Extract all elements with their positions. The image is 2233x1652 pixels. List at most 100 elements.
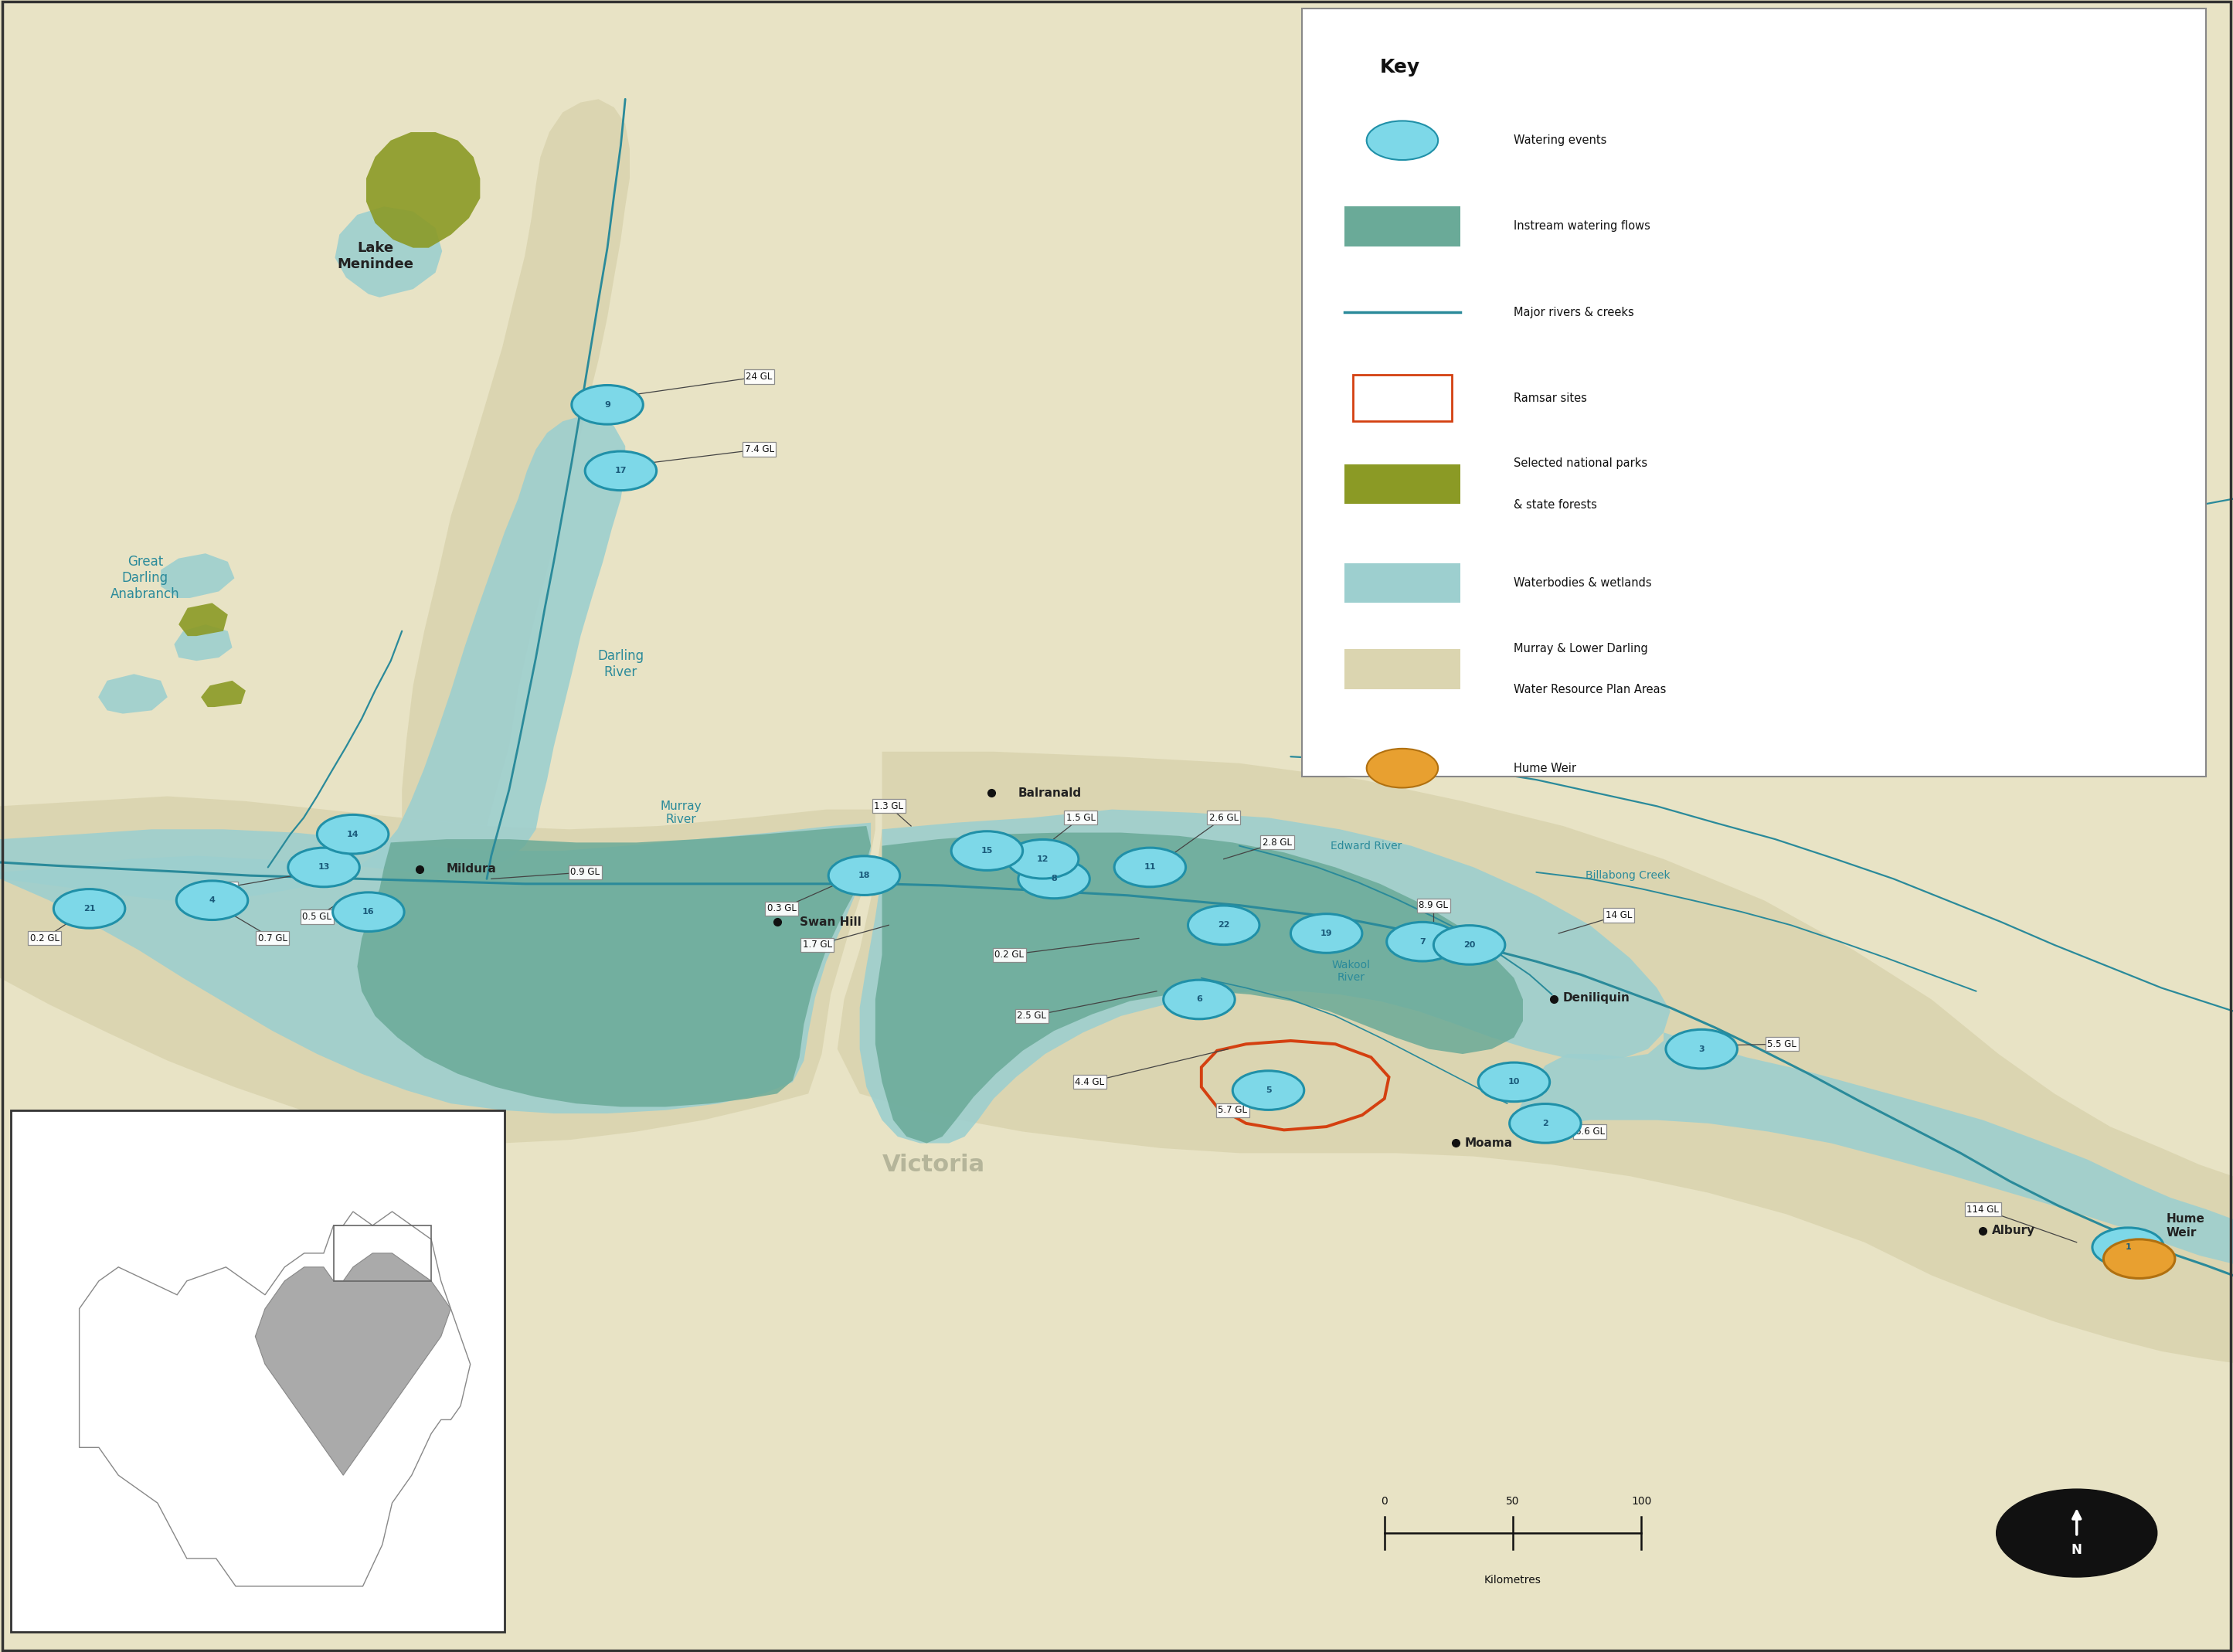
Ellipse shape [585, 451, 657, 491]
Polygon shape [1514, 1032, 2233, 1264]
Text: 0.08 GL: 0.08 GL [201, 884, 237, 894]
Ellipse shape [1666, 1029, 1737, 1069]
Text: 1.3 GL: 1.3 GL [873, 801, 904, 811]
Text: 10: 10 [1507, 1079, 1521, 1085]
Ellipse shape [1996, 1488, 2157, 1578]
Text: 0.7 GL: 0.7 GL [257, 933, 288, 943]
Ellipse shape [317, 814, 389, 854]
Text: 6: 6 [1197, 996, 1201, 1003]
Text: Moama: Moama [1465, 1137, 1512, 1150]
Polygon shape [201, 681, 246, 707]
Text: Lachlan
River: Lachlan River [1400, 629, 1449, 659]
Ellipse shape [1188, 905, 1259, 945]
Polygon shape [402, 99, 630, 826]
Text: 22: 22 [1217, 922, 1230, 928]
Text: 17: 17 [614, 468, 627, 474]
Text: 0.5 GL: 0.5 GL [301, 912, 333, 922]
Text: 14: 14 [346, 831, 360, 838]
Polygon shape [161, 553, 234, 598]
Text: Deniliquin: Deniliquin [1563, 991, 1630, 1004]
Text: 21: 21 [83, 905, 96, 912]
Polygon shape [98, 674, 167, 714]
Ellipse shape [1387, 922, 1458, 961]
Text: 100: 100 [1630, 1495, 1652, 1507]
Ellipse shape [54, 889, 125, 928]
Ellipse shape [1114, 847, 1186, 887]
Text: 2: 2 [1543, 1120, 1547, 1127]
Text: 18: 18 [857, 872, 871, 879]
Ellipse shape [1233, 1070, 1304, 1110]
Ellipse shape [288, 847, 360, 887]
Text: 0.2 GL: 0.2 GL [994, 950, 1025, 960]
Text: 7.4 GL: 7.4 GL [744, 444, 775, 454]
Text: Selected national parks: Selected national parks [1514, 458, 1648, 469]
Ellipse shape [1434, 925, 1505, 965]
Ellipse shape [1478, 1062, 1550, 1102]
Text: 16: 16 [362, 909, 375, 915]
Ellipse shape [1291, 914, 1362, 953]
Text: Water Resource Plan Areas: Water Resource Plan Areas [1514, 684, 1666, 695]
Text: 5.5 GL: 5.5 GL [1766, 1039, 1798, 1049]
Text: 11: 11 [1143, 864, 1157, 871]
Ellipse shape [572, 385, 643, 425]
Ellipse shape [176, 881, 248, 920]
Text: 19: 19 [1320, 930, 1333, 937]
Text: Murray
River: Murray River [661, 800, 701, 826]
Ellipse shape [1007, 839, 1079, 879]
Text: Great
Darling
Anabranch: Great Darling Anabranch [109, 555, 181, 601]
Text: Victoria: Victoria [882, 1153, 985, 1176]
Text: Murray & Lower Darling: Murray & Lower Darling [1514, 643, 1648, 654]
Polygon shape [174, 624, 232, 661]
Polygon shape [179, 603, 228, 636]
Ellipse shape [2103, 1239, 2175, 1279]
Text: Waterbodies & wetlands: Waterbodies & wetlands [1514, 577, 1652, 590]
Text: 7: 7 [1420, 938, 1425, 945]
Text: 6.6 GL: 6.6 GL [1574, 1127, 1606, 1137]
Text: Ramsar sites: Ramsar sites [1514, 392, 1588, 405]
Text: Darling
River: Darling River [598, 649, 643, 679]
Ellipse shape [828, 856, 900, 895]
Polygon shape [255, 1254, 451, 1475]
Text: 15: 15 [980, 847, 994, 854]
FancyBboxPatch shape [11, 1110, 505, 1632]
Text: Key: Key [1380, 58, 1420, 76]
Text: 2.8 GL: 2.8 GL [1262, 838, 1293, 847]
Ellipse shape [2092, 1227, 2164, 1267]
Ellipse shape [1367, 121, 1438, 160]
Text: 4.4 GL: 4.4 GL [1074, 1077, 1105, 1087]
Text: Billabong Creek: Billabong Creek [1585, 871, 1670, 881]
Text: 1: 1 [2126, 1244, 2130, 1251]
Ellipse shape [1163, 980, 1235, 1019]
Text: Hume Weir: Hume Weir [1514, 762, 1576, 775]
Text: 9: 9 [605, 401, 610, 408]
Text: 4: 4 [210, 897, 214, 904]
Polygon shape [357, 826, 871, 1107]
Text: Kilometres: Kilometres [1485, 1574, 1541, 1586]
Text: Lake
Menindee: Lake Menindee [337, 241, 413, 271]
Text: 20: 20 [1463, 942, 1476, 948]
Text: Swan Hill: Swan Hill [799, 915, 862, 928]
Text: 14 GL: 14 GL [1606, 910, 1632, 920]
Bar [1353, 375, 1451, 421]
Polygon shape [837, 752, 2233, 1363]
Polygon shape [0, 796, 875, 1143]
Text: 13: 13 [317, 864, 330, 871]
Text: Wakool
River: Wakool River [1331, 960, 1371, 983]
Ellipse shape [1510, 1104, 1581, 1143]
Ellipse shape [1367, 748, 1438, 788]
Bar [1344, 649, 1460, 689]
Text: 24 GL: 24 GL [746, 372, 773, 382]
Polygon shape [0, 416, 625, 900]
Text: Major rivers & creeks: Major rivers & creeks [1514, 306, 1635, 319]
Text: 2.6 GL: 2.6 GL [1208, 813, 1239, 823]
Text: 114 GL: 114 GL [1967, 1204, 1999, 1214]
Text: 0: 0 [1380, 1495, 1389, 1507]
Polygon shape [366, 132, 480, 248]
Text: Mildura: Mildura [447, 862, 496, 876]
Text: 0.3 GL: 0.3 GL [766, 904, 797, 914]
Polygon shape [860, 809, 1670, 1143]
Text: 3: 3 [1699, 1046, 1704, 1052]
Text: 0.2 GL: 0.2 GL [29, 933, 60, 943]
Polygon shape [875, 833, 1523, 1143]
Ellipse shape [333, 892, 404, 932]
